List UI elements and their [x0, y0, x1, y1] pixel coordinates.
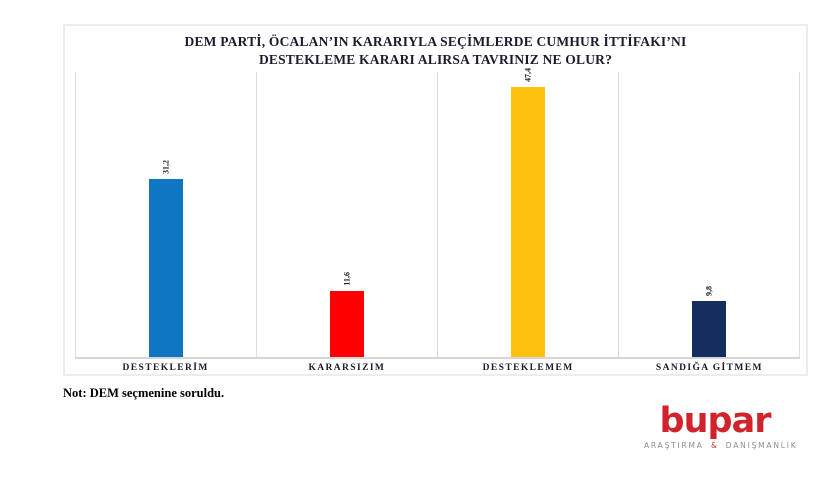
- brand-logo: bupar ARAŞTIRMA & DANIŞMANLIK: [644, 401, 796, 451]
- bar-value-label: 31,2: [161, 160, 171, 175]
- category-panel: 9,8: [619, 72, 800, 357]
- category-panel: 11,6: [257, 72, 438, 357]
- category-axis: DESTEKLERİM KARARSIZIM DESTEKLEMEM SANDIĞA …: [75, 363, 800, 373]
- logo-subtitle-right: DANIŞMANLIK: [725, 441, 798, 450]
- logo-subtitle: ARAŞTIRMA & DANIŞMANLIK: [644, 441, 796, 450]
- logo-subtitle-left: ARAŞTIRMA: [644, 441, 704, 450]
- category-label: DESTEKLEMEM: [482, 363, 574, 373]
- logo-ampersand: &: [710, 441, 719, 450]
- note-text: Not: DEM seçmenine soruldu.: [63, 386, 225, 400]
- chart-title-line2: DESTEKLEME KARARI ALIRSA TAVRINIZ NE OLU…: [258, 52, 613, 68]
- category-panel: 47,4: [438, 68, 619, 357]
- bar: [149, 179, 183, 357]
- logo-wordmark: bupar: [659, 401, 772, 441]
- chart-title: DEM PARTİ, ÖCALAN’IN KARARIYLA SEÇİMLERD…: [75, 33, 796, 69]
- category-label: DESTEKLERİM: [122, 363, 209, 373]
- bar-value-label: 47,4: [523, 67, 533, 82]
- bar-value-label: 9,8: [704, 286, 714, 297]
- chart-container: DEM PARTİ, ÖCALAN’IN KARARIYLA SEÇİMLERD…: [63, 24, 808, 376]
- category-panel: 31,2: [75, 72, 257, 357]
- plot-area: 31,2 11,6 47,4 9,8: [75, 68, 800, 359]
- bar: [330, 290, 364, 357]
- bar-value-label: 11,6: [342, 272, 352, 286]
- category-label: KARARSIZIM: [308, 363, 386, 373]
- chart-title-line1: DEM PARTİ, ÖCALAN’IN KARARIYLA SEÇİMLERD…: [184, 34, 687, 49]
- bar: [692, 301, 726, 357]
- category-label: SANDIĞA GİTMEM: [655, 363, 763, 373]
- bar: [511, 86, 545, 357]
